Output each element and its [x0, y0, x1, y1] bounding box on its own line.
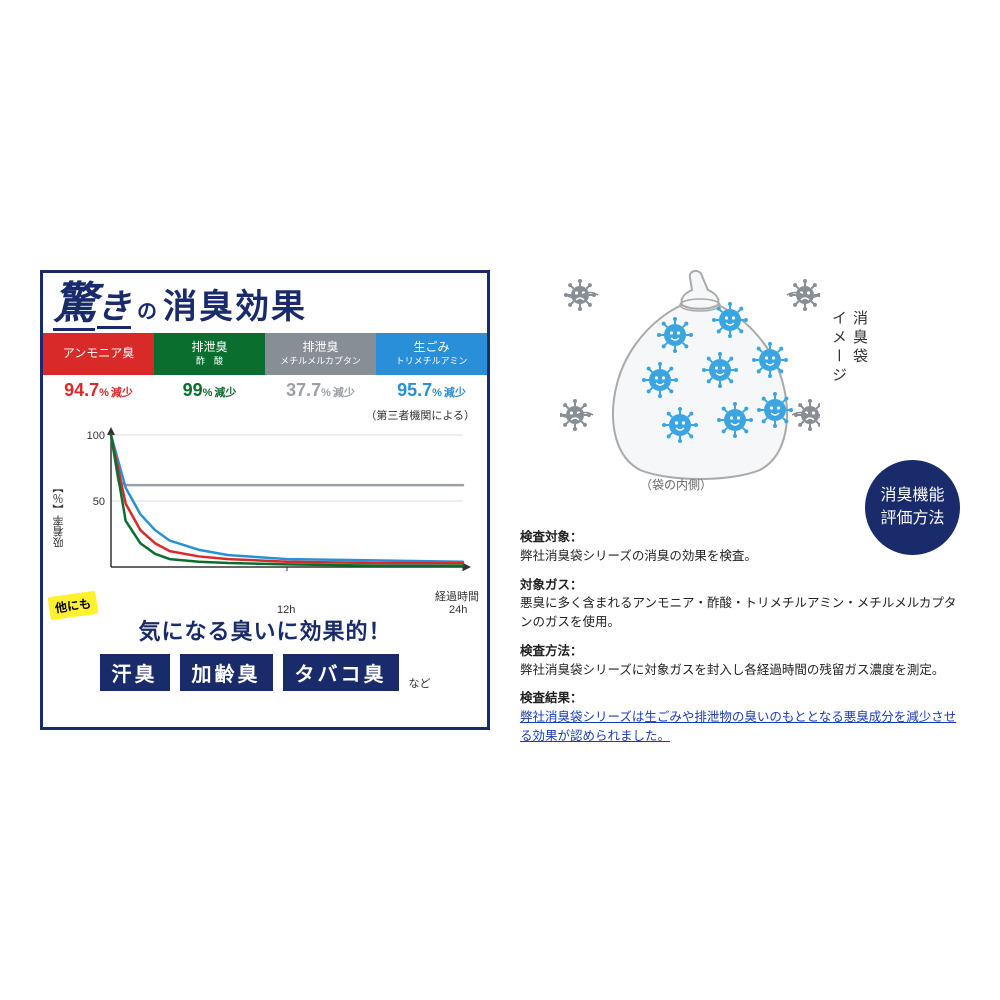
title-no: の	[137, 295, 157, 324]
note: （第三者機関による）	[43, 407, 487, 423]
bag-label: 消臭袋イメージ	[828, 310, 870, 386]
title-ki: き	[97, 290, 131, 329]
svg-text:50: 50	[93, 496, 105, 508]
bag-inside-label: （袋の内側）	[640, 476, 712, 493]
tags: 汗臭加齢臭タバコ臭など	[55, 654, 475, 691]
percent-cell: 95.7%減少	[376, 380, 487, 401]
left-panel: 驚 き の 消臭効果 アンモニア臭排泄臭酢 酸排泄臭メチルメルカプタン生ごみトリ…	[40, 270, 490, 730]
tag-etc: など	[409, 675, 431, 691]
header-column: 排泄臭酢 酸	[154, 333, 265, 375]
bag-illustration	[560, 260, 820, 500]
right-panel: 消臭袋イメージ （袋の内側） 消臭機能評価方法 検査対象：弊社消臭袋シリーズの消…	[520, 270, 960, 730]
tag: 汗臭	[100, 654, 170, 691]
info-block: 検査対象：弊社消臭袋シリーズの消臭の効果を検査。対象ガス：悪臭に多く含まれるアン…	[520, 528, 960, 746]
y-axis-label: 吸着率【％】	[51, 482, 67, 548]
header-column: 排泄臭メチルメルカプタン	[265, 333, 376, 375]
tag: タバコ臭	[283, 654, 399, 691]
bottom-heading: 気になる臭いに効果的！	[55, 614, 475, 646]
title-rest: 消臭効果	[163, 279, 307, 328]
info-item: 検査方法：弊社消臭袋シリーズに対象ガスを封入し各経過時間の残留ガス濃度を測定。	[520, 642, 960, 680]
percent-cell: 94.7%減少	[43, 380, 154, 401]
title-big: 驚	[53, 282, 95, 331]
header-column: 生ごみトリメチルアミン	[376, 333, 487, 375]
chart-svg: 50 100	[83, 427, 473, 587]
chart: 吸着率【％】 50100 12h24h 経過時間	[55, 427, 475, 602]
info-item: 対象ガス：悪臭に多く含まれるアンモニア・酢酸・トリメチルアミン・メチルメルカプタ…	[520, 576, 960, 632]
header-columns: アンモニア臭排泄臭酢 酸排泄臭メチルメルカプタン生ごみトリメチルアミン	[43, 333, 487, 375]
tag: 加齢臭	[180, 654, 273, 691]
bottom-section: 他にも 気になる臭いに効果的！ 汗臭加齢臭タバコ臭など	[43, 602, 487, 701]
title-bar: 驚 き の 消臭効果	[43, 273, 487, 333]
bag-area: 消臭袋イメージ （袋の内側） 消臭機能評価方法	[520, 280, 960, 510]
info-item: 検査結果：弊社消臭袋シリーズは生ごみや排泄物の臭いのもととなる悪臭成分を減少させ…	[520, 689, 960, 745]
svg-text:100: 100	[87, 430, 105, 442]
percent-cell: 37.7%減少	[265, 380, 376, 401]
badge: 消臭機能評価方法	[865, 460, 960, 555]
header-column: アンモニア臭	[43, 333, 154, 375]
percent-cell: 99%減少	[154, 380, 265, 401]
percent-row: 94.7%減少99%減少37.7%減少95.7%減少	[43, 375, 487, 405]
